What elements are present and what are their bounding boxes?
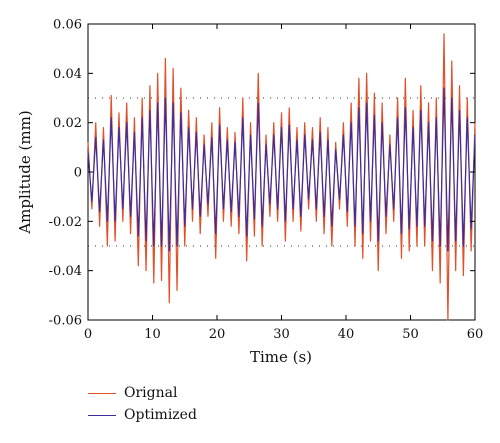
y-tick-label: 0.02 bbox=[53, 116, 82, 131]
legend-label-optimized: Optimized bbox=[124, 407, 197, 423]
y-axis-label: Amplitude (mm) bbox=[16, 110, 34, 234]
y-tick-label: -0.06 bbox=[49, 314, 82, 329]
y-tick-label: 0 bbox=[74, 166, 82, 181]
reference-lines bbox=[88, 97, 475, 247]
x-tick-label: 20 bbox=[209, 327, 226, 342]
x-tick-label: 0 bbox=[84, 327, 92, 342]
legend-item-original: Orignal bbox=[88, 384, 177, 402]
y-tick-label: -0.02 bbox=[49, 215, 82, 230]
chart-plot: 0 10 20 30 40 50 60 0.06 0.04 0.02 0 -0.02 -0.04 -0.… bbox=[16, 18, 483, 367]
legend-label-original: Orignal bbox=[124, 385, 178, 401]
legend-swatch-original bbox=[88, 392, 116, 394]
x-tick-label: 60 bbox=[467, 327, 484, 342]
plot-frame bbox=[87, 23, 476, 321]
x-tick-label: 10 bbox=[144, 327, 161, 342]
series-line-optimized bbox=[87, 87, 476, 252]
series-line-original bbox=[87, 33, 476, 321]
y-axis: 0.06 0.04 0.02 0 -0.02 -0.04 -0.06 bbox=[49, 18, 475, 329]
legend-swatch-optimized bbox=[88, 414, 116, 416]
x-tick-label: 40 bbox=[338, 327, 355, 342]
x-axis-label: Time (s) bbox=[250, 348, 312, 366]
y-tick-label: -0.04 bbox=[49, 264, 82, 279]
y-tick-label: 0.04 bbox=[53, 67, 82, 82]
x-axis: 0 10 20 30 40 50 60 bbox=[84, 24, 483, 342]
y-tick-label: 0.06 bbox=[53, 18, 82, 33]
legend-item-optimized: Optimized bbox=[88, 406, 197, 424]
chart-legend: Orignal Optimized bbox=[88, 380, 308, 430]
x-tick-label: 50 bbox=[402, 327, 419, 342]
series-layer bbox=[87, 33, 476, 321]
x-tick-label: 30 bbox=[273, 327, 290, 342]
